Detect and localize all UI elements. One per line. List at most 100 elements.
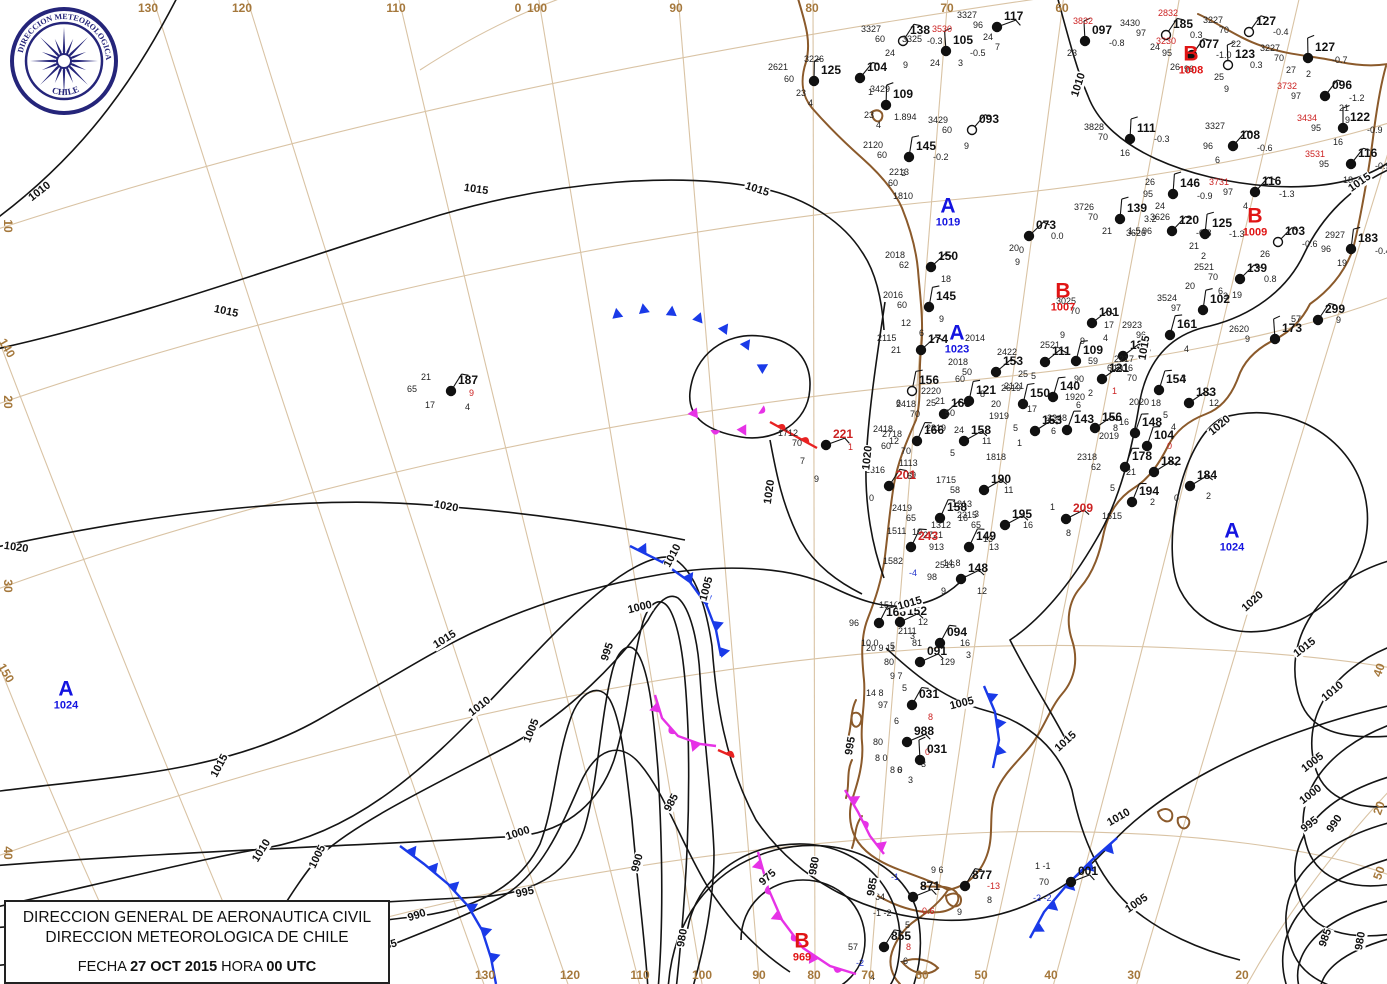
station-value: 27 (1286, 65, 1296, 75)
wind-barb-tick (1205, 288, 1213, 291)
station-value: 95 (1319, 159, 1329, 169)
station-value: 23 (1067, 48, 1077, 58)
station-dot (915, 344, 927, 356)
station-value: 2521 (1040, 340, 1060, 350)
front-triangle-marker (1083, 860, 1095, 872)
station-value: 62 (1091, 462, 1101, 472)
station-code: 201 (896, 468, 916, 482)
station-value: 24 (983, 32, 993, 42)
station-dot (878, 941, 890, 953)
station-plot: 148 2516 98 12 9 (927, 560, 988, 596)
wind-barb-tick (1060, 348, 1067, 354)
station-value: 22 (1231, 39, 1241, 49)
station-value: -2 -2 (1033, 893, 1052, 903)
station-value: 25 (1214, 72, 1224, 82)
front-triangle-marker (1046, 900, 1059, 911)
station-code: 109 (1083, 343, 1103, 357)
station-plot: 094 2111 81 16 3 (898, 624, 971, 660)
station-value: 4 (1171, 422, 1176, 432)
station-code: 153 (1003, 354, 1023, 368)
station-code: 094 (947, 625, 967, 639)
station-dot (1197, 304, 1209, 316)
station-value: 19 (1337, 258, 1347, 268)
coastline-path (947, 65, 1387, 891)
station-value: 1818 (986, 452, 1006, 462)
station-value: 2620 (1229, 324, 1249, 334)
seal-text-bottom: CHILE (51, 84, 81, 97)
station-dot (1129, 427, 1141, 439)
station-value: 5 (1031, 371, 1036, 381)
station-value: 0.3 (1190, 30, 1203, 40)
station-dot (1234, 273, 1246, 285)
wind-barb-tick (1177, 17, 1185, 21)
station-value: 3731 (1209, 177, 1229, 187)
station-value: 0 (1019, 245, 1024, 255)
station-value: -0.6 (1257, 143, 1273, 153)
wind-barb-tick (461, 373, 469, 376)
station-value: 3 (901, 168, 906, 178)
wind-barb-tick (932, 285, 940, 288)
station-code: 174 (928, 332, 948, 346)
station-value: 50 (962, 367, 972, 377)
station-value: 0 (925, 747, 930, 757)
graticule-line (812, 0, 816, 984)
station-value: 65 (407, 384, 417, 394)
front-semicircle-marker (790, 933, 799, 942)
station-value: 18 (1343, 175, 1353, 185)
station-value: 2120 (863, 140, 883, 150)
station-dot (1065, 876, 1077, 888)
station-value: 3 (1181, 373, 1186, 383)
station-value: 97 (878, 700, 888, 710)
front-triangle-marker (712, 620, 724, 632)
wind-barb-tick (1268, 176, 1276, 181)
graticule-line (419, 0, 558, 71)
station-plot: 855 57 8 -6 -2 4 (848, 929, 911, 982)
station-dot (1186, 49, 1198, 61)
wind-barb-tick (1291, 227, 1299, 231)
station-value: 3327 (1205, 121, 1225, 131)
occluded-front-line (843, 789, 885, 855)
station-dot (1319, 90, 1331, 102)
station-value: 21 (1126, 467, 1136, 477)
station-value: 1510 (879, 600, 899, 610)
station-code: 178 (1132, 449, 1152, 463)
wind-barb-tick (1083, 17, 1091, 22)
station-dot (897, 35, 909, 47)
title-box: DIRECCION GENERAL DE AERONAUTICA CIVIL D… (4, 900, 390, 984)
station-value: 5 (905, 920, 910, 930)
station-dot (923, 301, 935, 313)
station-value: 2418 (896, 399, 916, 409)
station-value: 6 (1051, 426, 1056, 436)
station-value: 70 (1098, 132, 1108, 142)
station-value: 1113 (899, 458, 918, 468)
seal-star-ray (30, 59, 64, 63)
station-value: 3828 (1084, 122, 1104, 132)
station-value: 3327 (957, 10, 977, 20)
station-value: 2516 (935, 560, 955, 570)
station-dot (906, 699, 918, 711)
station-code: 116 (1262, 174, 1282, 188)
wind-barb-tick (872, 61, 880, 66)
station-value: 6 (897, 765, 902, 775)
station-dot (1023, 230, 1035, 242)
station-value: 13 (983, 534, 993, 544)
station-plot: 187 21 65 9 17 4 (407, 372, 478, 412)
station-value: 1715 (936, 475, 956, 485)
station-value: 3429 (928, 115, 948, 125)
station-value: 24 (930, 58, 940, 68)
station-value: 9 (1015, 257, 1020, 267)
station-value: 16 (1333, 137, 1343, 147)
station-value: 14 8 (866, 688, 884, 698)
front-triangle-marker (690, 740, 701, 752)
station-dot (1345, 158, 1357, 170)
front-triangle-marker (481, 926, 493, 938)
